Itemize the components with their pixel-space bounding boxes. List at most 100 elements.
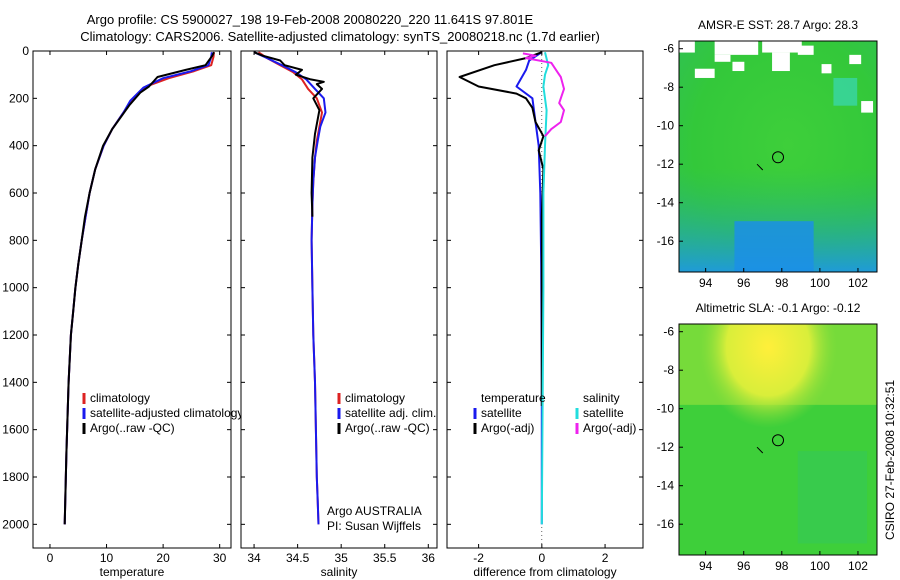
missing-data-patch	[694, 68, 715, 78]
legend-label: satellite-adjusted climatology	[90, 406, 243, 420]
map-y-tick-label: -12	[657, 157, 675, 171]
y-tick-label: 0	[22, 44, 29, 58]
map-x-tick-label: 98	[775, 276, 789, 290]
legend-label: climatology	[345, 391, 405, 405]
missing-data-patch	[714, 54, 731, 62]
y-tick-label: 800	[9, 233, 29, 247]
argo-position-marker	[772, 151, 785, 164]
x-tick-label: 35.5	[373, 551, 397, 565]
legend-label: satellite	[481, 406, 522, 420]
series-line	[253, 51, 325, 217]
missing-data-patch	[821, 64, 832, 74]
map-y-tick-label: -10	[657, 119, 675, 133]
series-line	[522, 52, 565, 137]
x-tick-label: 30	[213, 551, 227, 565]
x-tick-label: 2	[602, 551, 609, 565]
plot-frame	[240, 50, 438, 549]
pi-label: PI: Susan Wijffels	[327, 519, 421, 533]
argo-position-marker	[772, 434, 785, 447]
legend-label: Argo(..raw -QC)	[90, 421, 175, 435]
map-x-tick-label: 96	[737, 559, 751, 573]
series-line	[540, 51, 550, 525]
x-tick-label: 0	[538, 551, 545, 565]
series-line	[458, 51, 545, 406]
map-x-tick-label: 102	[848, 276, 868, 290]
map-y-tick-label: -8	[663, 80, 674, 94]
sla-low-patch	[797, 451, 868, 544]
map-x-tick-label: 100	[810, 276, 830, 290]
y-tick-label: 400	[9, 139, 29, 153]
missing-data-patch	[679, 41, 695, 53]
x-tick-label: -2	[473, 551, 484, 565]
map-y-tick-label: -10	[657, 402, 675, 416]
plot-frame	[32, 50, 232, 549]
x-tick-label: 0	[47, 551, 54, 565]
x-tick-label: 35	[334, 551, 348, 565]
y-tick-label: 1000	[2, 281, 29, 295]
map-y-tick-label: -6	[663, 325, 674, 339]
x-axis-label: temperature	[100, 565, 165, 579]
map-y-tick-label: -8	[663, 363, 674, 377]
y-tick-label: 1400	[2, 375, 29, 389]
temperature-panel: 0 10 20 30 0 200 400 600 800 1000 1200 1400 1600 1800…	[2, 44, 243, 579]
legend-label: climatology	[90, 391, 150, 405]
sla-map-panel: Altimetric SLA: -0.1 Argo: -0.12 94 96 98 10…	[657, 301, 878, 573]
legend-label: Argo(-adj)	[481, 421, 534, 435]
map-y-tick-label: -14	[657, 196, 675, 210]
map-x-tick-label: 96	[737, 276, 751, 290]
x-tick-label: 20	[156, 551, 170, 565]
x-tick-label: 36	[422, 551, 436, 565]
series-line	[63, 51, 215, 525]
missing-data-patch	[772, 52, 790, 72]
map-y-tick-label: -12	[657, 440, 675, 454]
map-title: Altimetric SLA: -0.1 Argo: -0.12	[696, 301, 861, 315]
map-y-tick-label: -6	[663, 42, 674, 56]
legend-label: temperature	[481, 391, 546, 405]
map-x-tick-label: 98	[775, 559, 789, 573]
y-tick-label: 1600	[2, 423, 29, 437]
float-track	[756, 163, 764, 171]
x-tick-label: 34	[247, 551, 261, 565]
series-line	[253, 51, 327, 525]
map-frame	[678, 40, 878, 273]
x-axis-label: salinity	[321, 565, 358, 579]
salinity-panel: 34 34.5 35 35.5 36 salinity climatologysatelli…	[240, 50, 438, 579]
map-x-tick-label: 94	[699, 559, 713, 573]
legend-label: Argo(-adj)	[583, 421, 636, 435]
map-y-tick-label: -16	[657, 517, 675, 531]
missing-data-patch	[861, 101, 874, 113]
missing-data-patch	[732, 61, 745, 72]
title-line-2: Climatology: CARS2006. Satellite-adjuste…	[80, 29, 600, 44]
missing-data-patch	[797, 45, 814, 55]
legend-label: satellite	[583, 406, 624, 420]
y-tick-label: 1200	[2, 328, 29, 342]
missing-data-patch	[762, 41, 802, 53]
sst-warm-patch	[833, 77, 858, 106]
map-x-tick-label: 94	[699, 276, 713, 290]
map-title: AMSR-E SST: 28.7 Argo: 28.3	[698, 18, 858, 32]
sst-map-panel: AMSR-E SST: 28.7 Argo: 28.3 94 96 98 100 102 -…	[657, 18, 878, 290]
y-tick-label: 1800	[2, 470, 29, 484]
sst-cold-patch	[734, 221, 814, 272]
map-y-tick-label: -14	[657, 479, 675, 493]
legend-label: salinity	[583, 391, 620, 405]
missing-data-patch	[714, 41, 759, 55]
timestamp-label: CSIRO 27-Feb-2008 10:32:51	[883, 380, 897, 540]
x-tick-label: 10	[100, 551, 114, 565]
map-frame	[678, 323, 878, 556]
x-tick-label: 34.5	[286, 551, 310, 565]
y-tick-label: 600	[9, 186, 29, 200]
argo-australia-label: Argo AUSTRALIA	[327, 504, 422, 518]
x-axis-label: difference from climatology	[473, 565, 616, 579]
legend-label: Argo(..raw -QC)	[345, 421, 430, 435]
map-x-tick-label: 100	[810, 559, 830, 573]
map-y-tick-label: -16	[657, 234, 675, 248]
map-x-tick-label: 102	[848, 559, 868, 573]
float-track	[756, 446, 764, 454]
legend-label: satellite adj. clim.	[345, 406, 436, 420]
title-line-1: Argo profile: CS 5900027_198 19-Feb-2008…	[87, 12, 534, 27]
missing-data-patch	[849, 54, 862, 65]
y-tick-label: 2000	[2, 517, 29, 531]
